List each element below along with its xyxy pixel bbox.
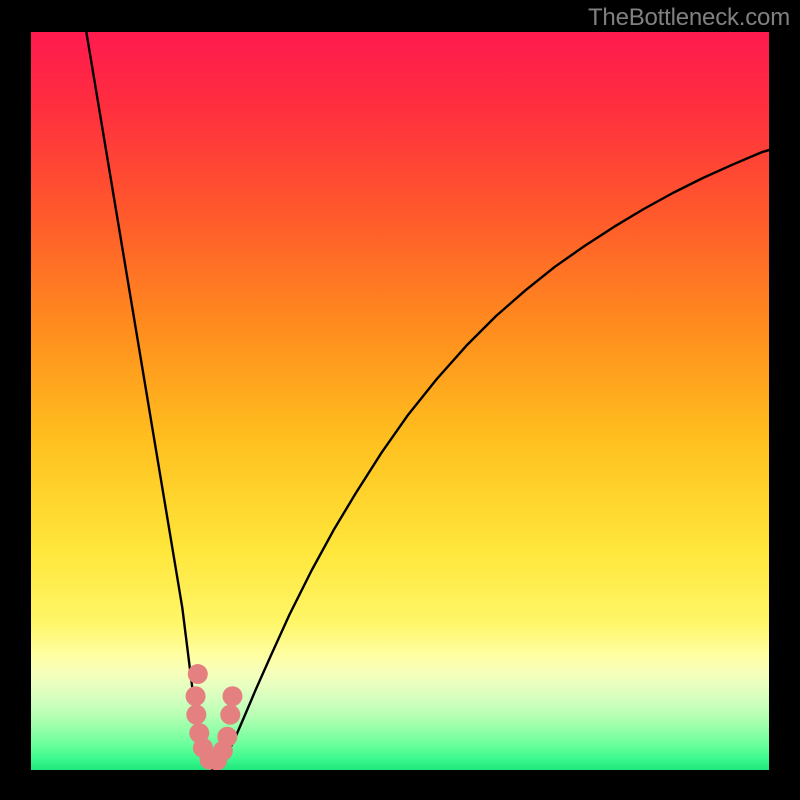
marker-point: [222, 686, 242, 706]
curve-right: [213, 150, 769, 770]
marker-point: [217, 727, 237, 747]
chart-overlay: [31, 32, 769, 770]
watermark-text: TheBottleneck.com: [588, 4, 790, 32]
marker-point: [188, 664, 208, 684]
marker-point: [186, 705, 206, 725]
marker-point: [186, 686, 206, 706]
plot-area: [31, 32, 769, 770]
curve-left: [86, 32, 213, 770]
marker-point: [220, 705, 240, 725]
